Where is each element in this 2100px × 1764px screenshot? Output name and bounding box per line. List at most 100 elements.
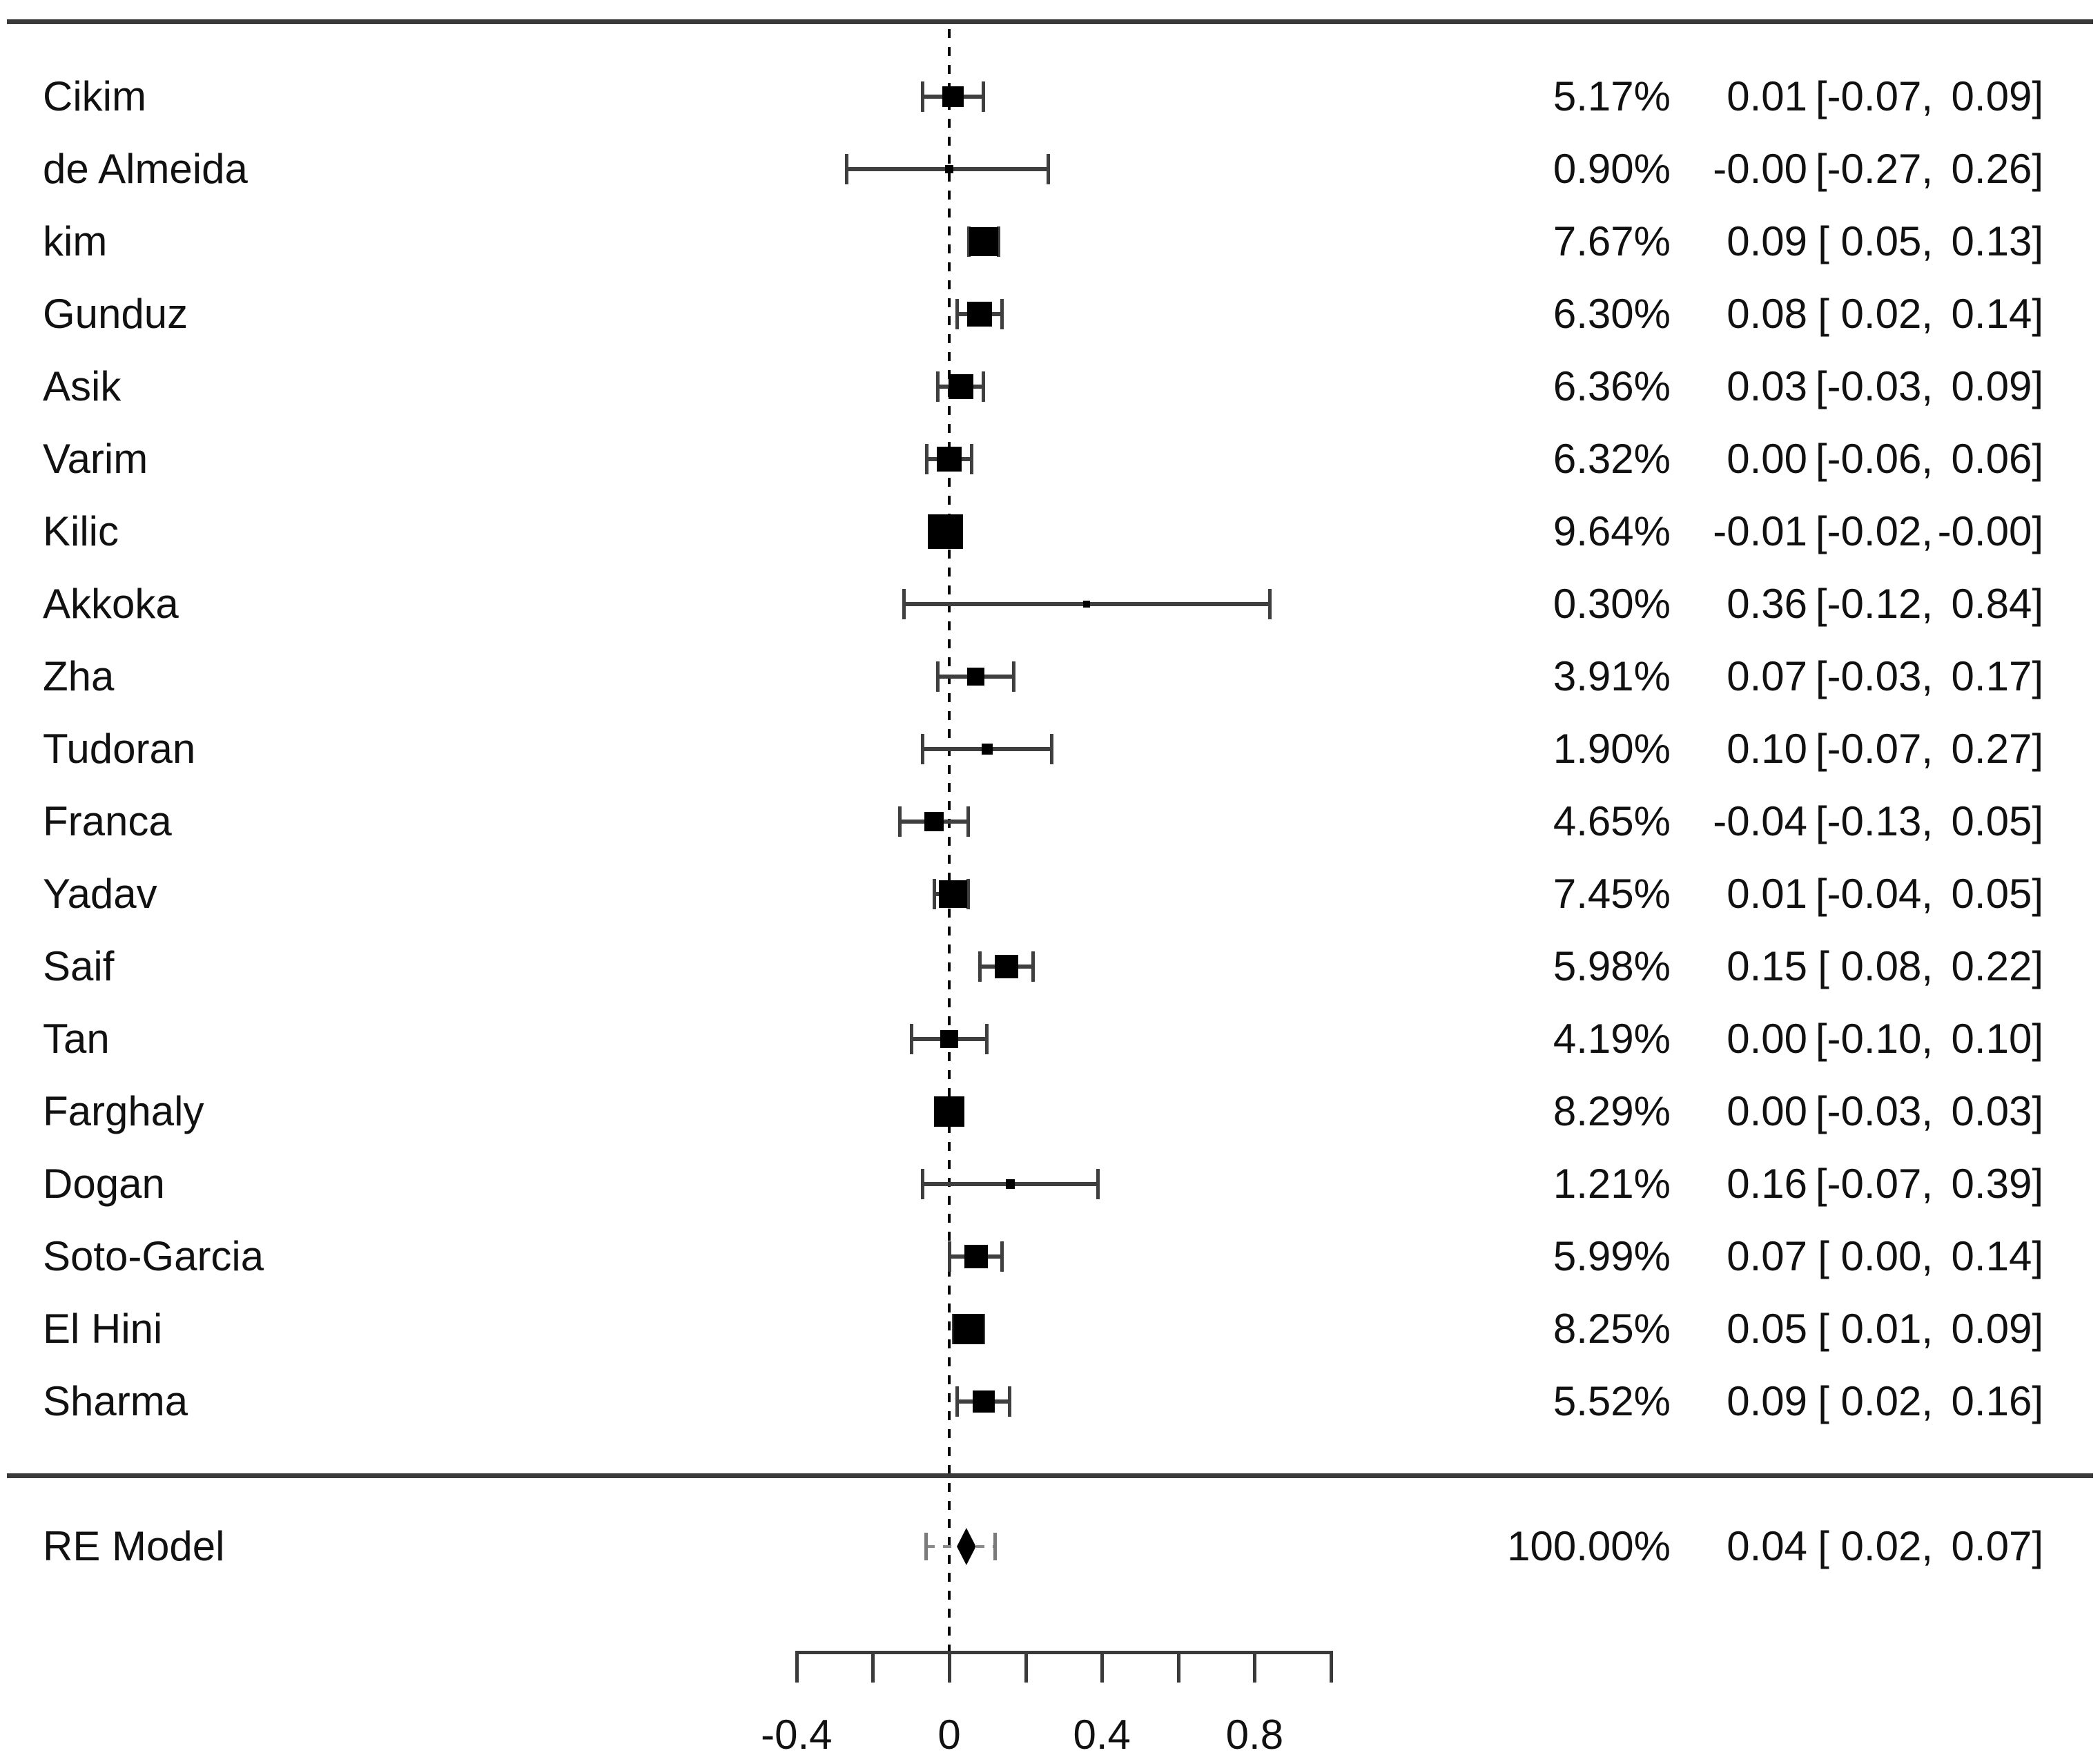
estimate-value: 0.00 [1727, 1088, 1807, 1134]
ci-cap-left [844, 154, 848, 184]
estimate-value: 0.00 [1727, 1016, 1807, 1062]
weight-value: 8.29% [1553, 1088, 1671, 1134]
ci-upper: 0.22] [1951, 943, 2043, 989]
ci-lower: [ 0.05, [1818, 218, 1933, 264]
ci-cap-left [921, 734, 925, 764]
effect-square-marker [1083, 601, 1090, 608]
ci-cap-right [985, 1024, 989, 1054]
study-label: Saif [43, 943, 115, 989]
ci-lower: [-0.07, [1815, 726, 1933, 772]
x-axis-line [795, 1651, 1333, 1654]
ci-upper: -0.00] [1937, 508, 2043, 554]
ci-cap-right [966, 879, 970, 909]
ci-text: [-0.06, 0.06] [1809, 435, 2043, 483]
ci-cap-right [970, 444, 974, 474]
ci-upper: 0.09] [1951, 1306, 2043, 1352]
x-axis-tick [1253, 1651, 1257, 1683]
weight-value: 6.32% [1553, 436, 1671, 482]
ci-cap-right [1031, 951, 1035, 982]
ci-cap-right [996, 226, 1000, 257]
ci-cap-left [955, 1386, 960, 1417]
x-axis-tick-label: 0.4 [1073, 1712, 1131, 1758]
effect-square-marker [945, 165, 953, 173]
prediction-interval-cap-left [924, 1533, 928, 1560]
summary-ci-lower: [ 0.02, [1818, 1523, 1933, 1569]
ci-cap-right [981, 81, 985, 112]
x-axis-tick-label: 0 [937, 1712, 961, 1758]
estimate-value: 0.01 [1727, 871, 1807, 917]
x-axis-tick [1100, 1651, 1105, 1683]
ci-lower: [-0.27, [1815, 146, 1933, 192]
x-axis-tick [1176, 1651, 1180, 1683]
x-axis-tick [1024, 1651, 1028, 1683]
ci-cap-left [966, 226, 971, 257]
ci-cap-left [921, 1169, 925, 1199]
study-label: Varim [43, 436, 148, 482]
ci-lower: [ 0.02, [1818, 1378, 1933, 1424]
ci-text: [ 0.00, 0.14] [1809, 1232, 2043, 1281]
estimate-value: 0.01 [1727, 73, 1807, 119]
study-label: Farghaly [43, 1088, 204, 1134]
effect-square-marker [953, 1313, 984, 1345]
ci-cap-left [921, 81, 925, 112]
x-axis-tick [871, 1651, 875, 1683]
study-label: Yadav [43, 871, 157, 917]
estimate-value: 0.09 [1727, 1378, 1807, 1424]
ci-upper: 0.26] [1951, 146, 2043, 192]
weight-value: 4.19% [1553, 1016, 1671, 1062]
weight-value: 5.52% [1553, 1378, 1671, 1424]
ci-lower: [-0.12, [1815, 581, 1933, 627]
estimate-value: 0.07 [1727, 1233, 1807, 1279]
ci-cap-left [909, 1024, 913, 1054]
study-label: kim [43, 218, 108, 264]
effect-square-marker [948, 374, 973, 399]
ci-text: [-0.03, 0.09] [1809, 362, 2043, 411]
weight-value: 7.67% [1553, 218, 1671, 264]
ci-text: [-0.02, -0.00] [1809, 507, 2043, 556]
ci-text: [-0.12, 0.84] [1809, 580, 2043, 628]
ci-cap-left [948, 1241, 951, 1272]
summary-ci: [ 0.02, 0.07] [1809, 1522, 2043, 1571]
ci-text: [-0.13, 0.05] [1809, 797, 2043, 846]
ci-upper: 0.09] [1951, 73, 2043, 119]
ci-text: [-0.07, 0.39] [1809, 1160, 2043, 1208]
study-label: Gunduz [43, 291, 188, 337]
ci-lower: [-0.03, [1815, 1088, 1933, 1134]
top-rule [7, 19, 2093, 24]
study-label: Sharma [43, 1378, 188, 1424]
ci-cap-right [966, 806, 970, 837]
ci-upper: 0.84] [1951, 581, 2043, 627]
ci-lower: [ 0.00, [1818, 1233, 1933, 1279]
weight-value: 1.90% [1553, 726, 1671, 772]
ci-cap-left [932, 879, 936, 909]
estimate-value: 0.07 [1727, 653, 1807, 699]
ci-upper: 0.14] [1951, 291, 2043, 337]
effect-square-marker [967, 668, 985, 686]
summary-ci-upper: 0.07] [1951, 1523, 2043, 1569]
weight-value: 5.17% [1553, 73, 1671, 119]
ci-cap-right [1267, 589, 1272, 619]
study-label: Franca [43, 798, 172, 844]
weight-value: 4.65% [1553, 798, 1671, 844]
ci-cap-left [936, 371, 940, 402]
ci-text: [-0.04, 0.05] [1809, 870, 2043, 918]
weight-value: 7.45% [1553, 871, 1671, 917]
weight-value: 0.90% [1553, 146, 1671, 192]
ci-text: [-0.03, 0.17] [1809, 652, 2043, 701]
ci-lower: [-0.03, [1815, 653, 1933, 699]
ci-cap-right [1008, 1386, 1012, 1417]
effect-square-marker [942, 86, 964, 108]
ci-upper: 0.16] [1951, 1378, 2043, 1424]
ci-upper: 0.10] [1951, 1016, 2043, 1062]
ci-cap-right [1000, 299, 1004, 329]
study-label: Zha [43, 653, 115, 699]
ci-lower: [-0.06, [1815, 436, 1933, 482]
ci-cap-right [1000, 1241, 1004, 1272]
weight-value: 3.91% [1553, 653, 1671, 699]
weight-value: 8.25% [1553, 1306, 1671, 1352]
estimate-value: 0.16 [1727, 1161, 1807, 1207]
ci-upper: 0.17] [1951, 653, 2043, 699]
ci-cap-right [1050, 734, 1054, 764]
ci-upper: 0.06] [1951, 436, 2043, 482]
